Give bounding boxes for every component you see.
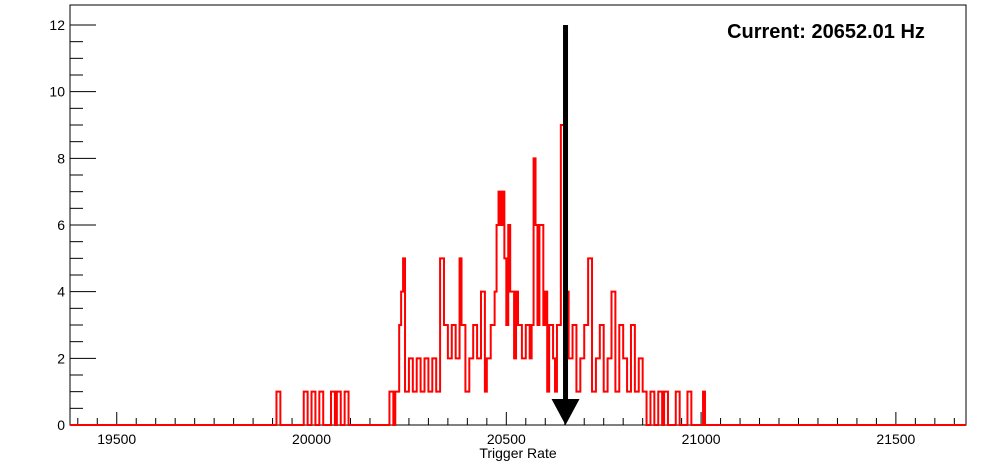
current-rate-arrow-head xyxy=(551,399,580,425)
y-tick-label: 4 xyxy=(57,284,65,300)
histogram-series-line xyxy=(70,124,966,426)
y-axis: 0 2 4 6 8 10 12 xyxy=(49,17,96,433)
y-tick-label: 6 xyxy=(57,217,65,233)
plot-frame xyxy=(69,4,967,426)
x-tick-label: 21000 xyxy=(682,431,721,447)
y-tick-label: 0 xyxy=(57,417,65,433)
x-tick-label: 20000 xyxy=(292,431,331,447)
y-tick-label: 10 xyxy=(49,84,65,100)
annotation-group xyxy=(551,25,580,425)
y-tick-label: 2 xyxy=(57,350,65,366)
x-axis-title: Trigger Rate xyxy=(479,445,557,461)
current-rate-annotation: Current: 20652.01 Hz xyxy=(727,21,925,43)
x-tick-label: 20500 xyxy=(487,431,526,447)
x-axis: 19500 20000 20500 21000 21500 xyxy=(77,412,955,447)
x-tick-label: 21500 xyxy=(876,431,915,447)
x-tick-label: 19500 xyxy=(97,431,136,447)
y-tick-label: 8 xyxy=(57,150,65,166)
y-tick-label: 12 xyxy=(49,17,65,33)
